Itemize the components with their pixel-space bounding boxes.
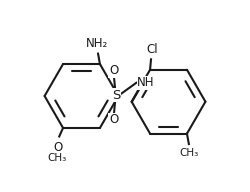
Text: NH₂: NH₂ [86,37,108,50]
Text: O: O [54,141,63,154]
Text: NH: NH [137,76,155,89]
Text: O: O [109,64,118,77]
Text: Cl: Cl [146,43,158,55]
Text: S: S [112,89,121,102]
Text: O: O [109,113,118,126]
Text: CH₃: CH₃ [179,148,199,158]
Text: CH₃: CH₃ [48,153,67,163]
